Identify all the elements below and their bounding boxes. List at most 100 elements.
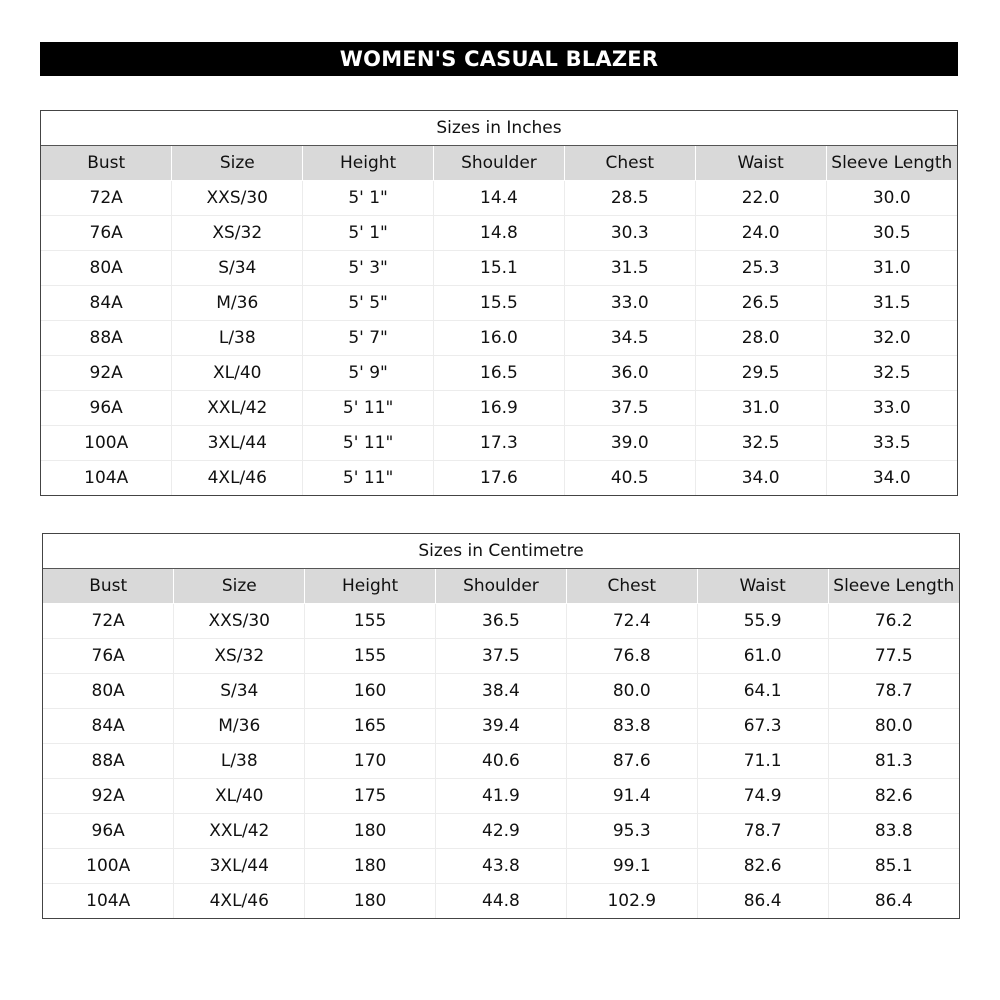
table-cell: 84A [41, 285, 173, 321]
table-cell: L/38 [171, 320, 304, 356]
table-cell: 31.5 [563, 250, 696, 286]
table-row: 88A L/38 170 40.6 87.6 71.1 81.3 [43, 743, 959, 779]
table-cell: 37.5 [563, 390, 696, 426]
table-cell: 37.5 [435, 638, 567, 674]
table-cell: 33.5 [825, 425, 957, 461]
table-cell: 86.4 [696, 883, 829, 918]
table-caption: Sizes in Centimetre [43, 534, 959, 569]
table-cell: XL/40 [173, 778, 306, 814]
table-cell: 36.0 [563, 355, 696, 391]
column-header: Chest [565, 568, 698, 604]
table-cell: 165 [304, 708, 437, 744]
table-row: 104A 4XL/46 180 44.8 102.9 86.4 86.4 [43, 883, 959, 918]
column-header: Bust [41, 145, 173, 181]
table-cell: 76.2 [827, 603, 959, 639]
table-cell: 77.5 [827, 638, 959, 674]
table-cell: 28.5 [563, 180, 696, 216]
table-cell: 81.3 [827, 743, 959, 779]
table-cell: XL/40 [171, 355, 304, 391]
table-cell: 72A [43, 603, 175, 639]
table-cell: 91.4 [565, 778, 698, 814]
table-cell: 80A [41, 250, 173, 286]
table-cell: 3XL/44 [173, 848, 306, 884]
table-cell: 86.4 [827, 883, 959, 918]
table-cell: 16.5 [433, 355, 565, 391]
table-cell: 92A [41, 355, 173, 391]
table-cell: 76A [41, 215, 173, 251]
table-cell: 95.3 [565, 813, 698, 849]
table-cell: 160 [304, 673, 437, 709]
table-caption: Sizes in Inches [41, 111, 957, 146]
table-cell: 155 [304, 638, 437, 674]
table-cell: 5' 3" [302, 250, 435, 286]
column-header: Sleeve Length [825, 145, 957, 181]
table-cell: 100A [43, 848, 175, 884]
table-cell: 96A [43, 813, 175, 849]
table-cell: 33.0 [825, 390, 957, 426]
table-cell: 32.5 [825, 355, 957, 391]
table-cell: 30.3 [563, 215, 696, 251]
table-cell: 78.7 [827, 673, 959, 709]
table-cell: 92A [43, 778, 175, 814]
table-cell: 76A [43, 638, 175, 674]
table-cell: 85.1 [827, 848, 959, 884]
table-cell: 64.1 [696, 673, 829, 709]
table-cell: M/36 [173, 708, 306, 744]
table-cell: S/34 [173, 673, 306, 709]
table-cell: 14.8 [433, 215, 565, 251]
table-cell: 44.8 [435, 883, 567, 918]
column-header: Waist [696, 568, 829, 604]
table-cell: 175 [304, 778, 437, 814]
table-cell: 72.4 [565, 603, 698, 639]
table-cell: 180 [304, 848, 437, 884]
table-cell: 30.0 [825, 180, 957, 216]
table-cell: 5' 11" [302, 425, 435, 461]
table-cell: 100A [41, 425, 173, 461]
table-row: 84A M/36 5' 5" 15.5 33.0 26.5 31.5 [41, 285, 957, 321]
table-cell: 41.9 [435, 778, 567, 814]
table-cell: 5' 9" [302, 355, 435, 391]
table-cell: 39.4 [435, 708, 567, 744]
table-row: 76A XS/32 5' 1" 14.8 30.3 24.0 30.5 [41, 215, 957, 251]
table-cell: 30.5 [825, 215, 957, 251]
table-cell: 180 [304, 813, 437, 849]
table-cell: 29.5 [694, 355, 827, 391]
table-row: 104A 4XL/46 5' 11" 17.6 40.5 34.0 34.0 [41, 460, 957, 495]
table-cell: 180 [304, 883, 437, 918]
table-cell: XXS/30 [171, 180, 304, 216]
table-cell: 74.9 [696, 778, 829, 814]
table-row: 72A XXS/30 5' 1" 14.4 28.5 22.0 30.0 [41, 180, 957, 216]
column-header: Sleeve Length [827, 568, 959, 604]
table-cell: XS/32 [171, 215, 304, 251]
table-row: 80A S/34 160 38.4 80.0 64.1 78.7 [43, 673, 959, 709]
table-cell: 15.1 [433, 250, 565, 286]
centimetre-size-table: Sizes in Centimetre Bust Size Height Shoulde… [42, 533, 960, 919]
table-cell: 80A [43, 673, 175, 709]
inches-size-table: Sizes in Inches Bust Size Height Shoulder Che… [40, 110, 958, 496]
table-cell: M/36 [171, 285, 304, 321]
table-cell: 104A [43, 883, 175, 918]
table-cell: 76.8 [565, 638, 698, 674]
table-cell: 82.6 [696, 848, 829, 884]
table-cell: 82.6 [827, 778, 959, 814]
table-cell: 84A [43, 708, 175, 744]
column-header: Height [302, 145, 435, 181]
table-cell: XS/32 [173, 638, 306, 674]
table-cell: 34.0 [825, 460, 957, 495]
table-cell: 80.0 [827, 708, 959, 744]
table-row: 92A XL/40 175 41.9 91.4 74.9 82.6 [43, 778, 959, 814]
table-cell: 88A [41, 320, 173, 356]
column-header: Chest [563, 145, 696, 181]
table-cell: 78.7 [696, 813, 829, 849]
table-cell: 36.5 [435, 603, 567, 639]
table-cell: 32.0 [825, 320, 957, 356]
table-cell: 102.9 [565, 883, 698, 918]
table-cell: XXL/42 [173, 813, 306, 849]
table-cell: 31.5 [825, 285, 957, 321]
table-cell: 170 [304, 743, 437, 779]
table-cell: 38.4 [435, 673, 567, 709]
column-header: Shoulder [433, 145, 565, 181]
table-cell: 5' 5" [302, 285, 435, 321]
table-cell: 39.0 [563, 425, 696, 461]
table-cell: 22.0 [694, 180, 827, 216]
